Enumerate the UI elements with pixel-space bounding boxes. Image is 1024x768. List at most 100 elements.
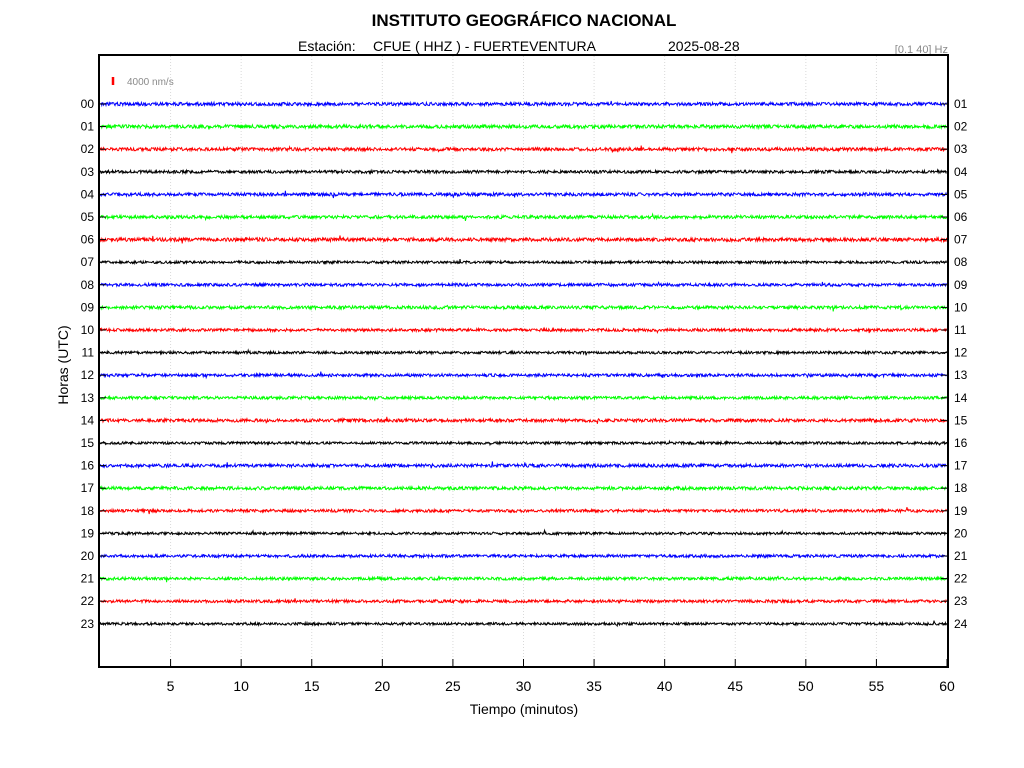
left-hour-label: 17 [81,481,95,495]
right-hour-label: 15 [954,413,968,427]
seismic-trace-12 [99,371,948,380]
seismic-trace-15 [99,439,948,447]
right-hour-label: 19 [954,504,968,518]
x-tick-label: 10 [233,678,249,694]
seismic-trace-07 [99,259,948,266]
left-hour-label: 08 [81,278,95,292]
right-hour-label: 11 [954,323,967,337]
left-hour-label: 07 [81,255,95,269]
right-hour-label: 02 [954,120,968,134]
seismic-trace-04 [99,190,948,199]
right-hour-label: 06 [954,210,968,224]
seismic-trace-16 [99,461,947,470]
x-tick-label: 25 [445,678,461,694]
right-hour-label: 08 [954,255,968,269]
right-hour-label: 14 [954,391,968,405]
station-name: CFUE ( HHZ ) - FUERTEVENTURA [373,38,597,54]
right-hour-labels: 01 02 03 04 05 06 07 08 09 10 11 12 13 14 15 16 17 18 19 20… [941,97,968,631]
seismic-trace-10 [99,326,948,334]
record-date: 2025-08-28 [668,38,740,54]
right-hour-label: 13 [954,368,968,382]
right-hour-label: 23 [954,594,968,608]
left-hour-label: 01 [81,120,95,134]
left-hour-label: 15 [81,436,95,450]
right-hour-label: 09 [954,278,968,292]
seismic-trace-03 [99,168,947,176]
seismic-trace-22 [99,597,948,605]
right-hour-label: 22 [954,572,968,586]
left-hour-label: 18 [81,504,95,518]
right-hour-label: 12 [954,346,968,360]
seismic-trace-23 [99,620,947,628]
right-hour-label: 01 [954,97,968,111]
seismic-trace-20 [99,552,947,560]
right-hour-label: 04 [954,165,968,179]
left-hour-label: 10 [81,323,95,337]
seismic-trace-06 [99,235,948,244]
right-hour-label: 21 [954,549,968,563]
left-hour-label: 16 [81,459,95,473]
left-hour-label: 20 [81,549,95,563]
left-hour-label: 00 [81,97,95,111]
right-hour-label: 24 [954,617,968,631]
right-hour-label: 05 [954,187,968,201]
left-hour-label: 03 [81,165,95,179]
left-hour-label: 09 [81,300,95,314]
seismic-trace-19 [99,528,948,537]
x-tick-label: 15 [304,678,320,694]
right-hour-label: 10 [954,300,968,314]
seismic-trace-00 [99,100,948,108]
x-axis-label: Tiempo (minutos) [470,701,578,717]
left-hour-label: 23 [81,617,95,631]
left-hour-label: 06 [81,233,95,247]
seismic-trace-13 [99,394,947,402]
seismic-trace-14 [99,416,947,424]
left-hour-label: 05 [81,210,95,224]
x-axis-ticks: 5 10 15 20 25 30 35 40 45 50 55 60 [167,659,955,694]
left-hour-label: 13 [81,391,95,405]
seismic-trace-01 [99,122,948,131]
seismic-trace-09 [99,303,947,312]
left-hour-label: 11 [82,346,95,360]
seismic-trace-05 [99,212,948,222]
right-hour-label: 18 [954,481,968,495]
filter-band-label: [0.1 40] Hz [895,44,948,56]
seismic-trace-08 [99,280,947,289]
left-hour-label: 14 [81,413,95,427]
left-hour-label: 19 [81,526,95,540]
x-tick-label: 55 [869,678,885,694]
chart-title: INSTITUTO GEOGRÁFICO NACIONAL [372,11,677,30]
left-hour-label: 02 [81,142,95,156]
x-tick-label: 20 [375,678,391,694]
left-hour-label: 04 [81,187,95,201]
plot-frame [98,54,949,668]
right-hour-label: 20 [954,526,968,540]
x-tick-label: 45 [727,678,743,694]
x-tick-label: 5 [167,678,175,694]
right-hour-label: 16 [954,436,968,450]
x-tick-label: 50 [798,678,814,694]
left-hour-label: 12 [81,368,95,382]
left-hour-label: 21 [81,572,95,586]
x-tick-label: 35 [586,678,602,694]
trace-layer [99,100,948,628]
seismic-trace-17 [99,484,948,492]
left-hour-labels: 00 01 02 03 04 05 06 07 08 09 10 11 12 13 14 15 16 17 18 19… [81,97,106,631]
right-hour-label: 17 [954,459,968,473]
x-tick-label: 40 [657,678,673,694]
x-tick-label: 60 [939,678,955,694]
right-hour-label: 03 [954,142,968,156]
amplitude-scale-label: 4000 nm/s [127,77,174,88]
left-hour-label: 22 [81,594,95,608]
right-hour-label: 07 [954,233,968,247]
seismic-trace-18 [99,507,947,515]
station-label: Estación: [298,38,356,54]
seismic-trace-11 [99,348,947,356]
x-tick-label: 30 [516,678,532,694]
y-axis-label: Horas (UTC) [55,325,71,404]
seismic-trace-02 [99,145,948,154]
seismic-trace-21 [99,575,948,583]
